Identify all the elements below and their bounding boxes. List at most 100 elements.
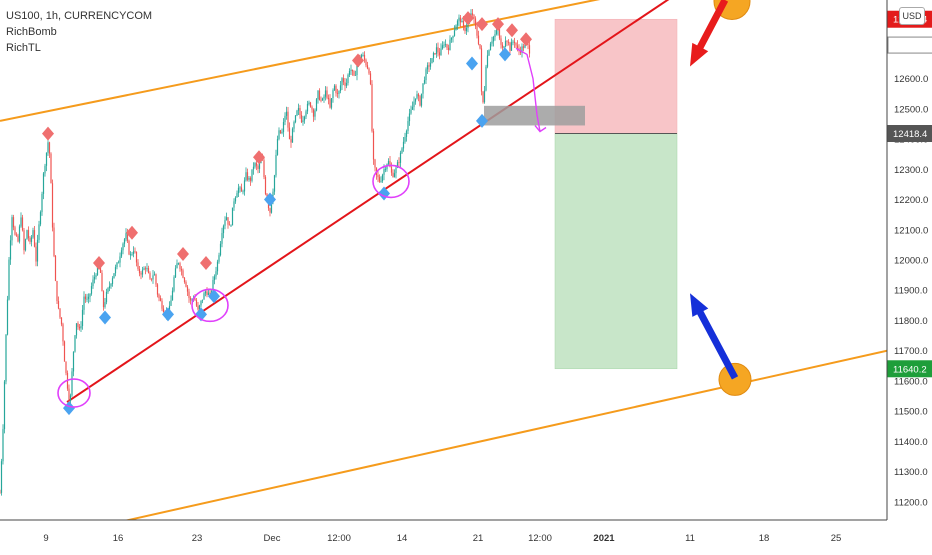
candle-body xyxy=(11,217,13,241)
time-tick-label: 9 xyxy=(43,533,48,544)
candle-body xyxy=(365,59,367,66)
candle-body xyxy=(248,177,250,180)
price-label-tag xyxy=(887,125,932,143)
candle-body xyxy=(87,296,90,299)
buy-signal-marker xyxy=(466,56,478,71)
candle-body xyxy=(456,20,459,26)
candle-body xyxy=(473,15,475,19)
candle-body xyxy=(380,181,382,182)
candle-body xyxy=(279,130,282,134)
candle-body xyxy=(5,334,7,382)
candle-body xyxy=(152,275,154,280)
candle-body xyxy=(93,277,96,280)
candle-body xyxy=(48,142,51,154)
candle-body xyxy=(458,17,460,21)
candle-body xyxy=(521,46,523,53)
candle-body xyxy=(399,152,402,163)
candle-body xyxy=(314,110,316,117)
candle-body xyxy=(144,268,147,270)
candle-body xyxy=(83,296,85,310)
candle-body xyxy=(519,50,522,53)
price-label-text: 11640.2 xyxy=(893,364,927,375)
candle-body xyxy=(17,235,19,242)
candle-body xyxy=(417,94,420,97)
candle-body xyxy=(474,18,477,27)
candle-body xyxy=(198,305,201,310)
candle-body xyxy=(117,262,120,264)
candle-body xyxy=(308,102,310,104)
time-tick-label: Dec xyxy=(264,533,281,544)
candle-body xyxy=(78,326,81,329)
candle-body xyxy=(218,255,220,262)
currency-button[interactable]: USD xyxy=(899,7,925,25)
candle-body xyxy=(516,45,519,49)
candle-body xyxy=(363,54,366,60)
candle-body xyxy=(128,240,130,255)
candle-body xyxy=(174,268,177,278)
candle-body xyxy=(395,167,397,174)
candle-body xyxy=(407,121,409,131)
candle-body xyxy=(431,58,433,64)
candle-body xyxy=(288,127,291,140)
candle-body xyxy=(500,38,502,45)
candle-body xyxy=(290,139,292,143)
candle-body xyxy=(222,225,225,234)
candle-body xyxy=(201,299,204,301)
candle-body xyxy=(104,302,106,308)
indicator-richtl[interactable]: RichTL xyxy=(6,42,41,54)
candle-body xyxy=(303,116,306,121)
candle-body xyxy=(216,261,219,272)
candle-body xyxy=(267,202,270,209)
price-tick-label: 12500.0 xyxy=(894,104,928,115)
price-tick-label: 11600.0 xyxy=(894,376,928,387)
candle-body xyxy=(485,66,487,91)
candle-body xyxy=(275,154,277,176)
candle-body xyxy=(54,255,57,281)
indicator-richbomb[interactable]: RichBomb xyxy=(6,26,57,38)
candle-body xyxy=(276,139,279,155)
candle-body xyxy=(443,44,445,46)
candle-body xyxy=(327,97,330,100)
candle-body xyxy=(180,268,183,271)
sell-signal-marker xyxy=(520,32,532,47)
candle-body xyxy=(20,217,22,227)
candle-body xyxy=(297,108,300,111)
time-tick-label: 12:00 xyxy=(528,533,552,544)
candle-body xyxy=(41,193,43,213)
candle-body xyxy=(341,78,343,86)
candle-body xyxy=(132,251,135,254)
candle-body xyxy=(71,371,73,396)
candle-body xyxy=(416,94,418,99)
candle-body xyxy=(413,101,415,107)
candle-body xyxy=(195,300,198,306)
candle-body xyxy=(209,292,211,294)
candle-body xyxy=(356,65,358,76)
candle-body xyxy=(3,381,6,430)
candle-body xyxy=(378,177,381,182)
candle-body xyxy=(213,276,216,280)
candle-body xyxy=(135,252,138,263)
candle-body xyxy=(227,217,229,225)
candle-body xyxy=(237,187,240,194)
candle-body xyxy=(507,41,510,43)
sell-signal-marker xyxy=(177,246,189,261)
candle-body xyxy=(489,43,492,51)
candle-body xyxy=(476,26,478,36)
buy-signal-marker xyxy=(264,192,276,207)
candle-body xyxy=(300,115,303,123)
price-tick-label: 11900.0 xyxy=(894,286,928,297)
candle-body xyxy=(284,115,286,123)
candle-body xyxy=(318,90,321,100)
candle-body xyxy=(159,298,162,301)
candle-body xyxy=(501,44,504,48)
candle-body xyxy=(450,38,453,40)
projection-arrow-head xyxy=(534,125,547,133)
candle-body xyxy=(162,308,165,313)
candle-body xyxy=(74,335,76,352)
symbol-title: US100, 1h, CURRENCYCOM xyxy=(6,10,153,22)
candle-body xyxy=(405,130,408,137)
candle-body xyxy=(371,84,373,132)
candle-body xyxy=(249,177,252,181)
